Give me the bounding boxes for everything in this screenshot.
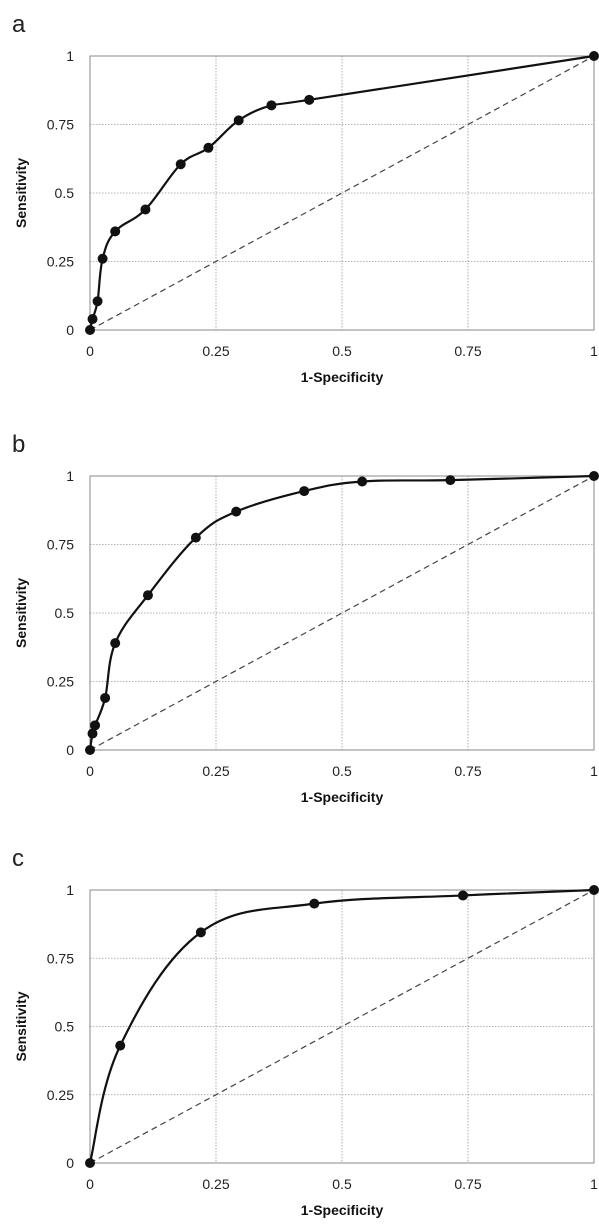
x-axis-title: 1-Specificity	[301, 369, 384, 385]
x-tick-label: 1	[590, 343, 598, 359]
roc-data-point	[97, 253, 108, 264]
roc-data-point	[233, 115, 244, 126]
y-tick-label: 0.75	[47, 950, 74, 966]
x-axis-title: 1-Specificity	[301, 1202, 384, 1218]
plot-frame	[89, 475, 595, 751]
roc-data-point	[100, 692, 111, 703]
chart-panel-a: a 0 0.25 0.5 0.75 1 0 0.25 0.5 0.75 1 1-Specificity…	[12, 11, 599, 385]
roc-data-point	[87, 314, 98, 325]
panel-label: a	[12, 11, 26, 38]
roc-data-point	[85, 745, 95, 755]
x-tick-label: 0.25	[202, 1176, 229, 1192]
roc-data-point	[195, 927, 206, 938]
x-axis-title: 1-Specificity	[301, 789, 384, 805]
y-axis-title: Sensitivity	[13, 991, 29, 1061]
roc-data-point	[142, 590, 153, 601]
roc-data-point	[266, 100, 277, 111]
reference-diagonal-line	[89, 475, 595, 751]
x-tick-label: 0.5	[332, 763, 352, 779]
roc-data-point	[457, 890, 468, 901]
y-tick-label: 0.75	[47, 117, 74, 133]
y-tick-label: 1	[66, 882, 74, 898]
roc-data-point	[357, 476, 368, 487]
chart-panel-c: c 0 0.25 0.5 0.75 1 0 0.25 0.5 0.75 1 1-Specificity…	[12, 845, 599, 1218]
roc-data-point	[140, 204, 151, 215]
roc-data-point	[85, 325, 95, 335]
roc-data-point	[589, 885, 599, 895]
x-tick-label: 0.75	[454, 1176, 481, 1192]
y-tick-label: 0.25	[47, 1087, 74, 1103]
roc-data-point	[309, 898, 320, 909]
roc-data-point	[115, 1040, 126, 1051]
roc-data-point	[175, 159, 186, 170]
roc-data-point	[445, 475, 456, 486]
roc-data-point	[589, 51, 599, 61]
roc-data-point	[304, 94, 315, 105]
x-tick-label: 0.75	[454, 343, 481, 359]
roc-data-point	[231, 506, 242, 517]
x-tick-label: 0.75	[454, 763, 481, 779]
roc-data-point	[299, 486, 310, 497]
x-tick-label: 0.25	[202, 763, 229, 779]
roc-data-point	[87, 728, 98, 739]
y-tick-label: 1	[66, 48, 74, 64]
x-tick-label: 0	[86, 343, 94, 359]
y-tick-label: 0	[66, 742, 74, 758]
y-tick-label: 0.5	[55, 605, 75, 621]
panel-label: b	[12, 431, 25, 458]
y-tick-label: 0.5	[55, 1019, 75, 1035]
y-tick-label: 0.75	[47, 537, 74, 553]
roc-data-point	[190, 532, 201, 543]
y-tick-label: 1	[66, 468, 74, 484]
roc-data-point	[203, 142, 214, 153]
roc-data-point	[85, 1158, 95, 1168]
roc-data-point	[92, 296, 103, 307]
reference-diagonal-line	[89, 55, 595, 331]
panel-label: c	[12, 845, 24, 872]
y-tick-label: 0	[66, 1155, 74, 1171]
x-tick-label: 1	[590, 1176, 598, 1192]
plot-frame	[89, 889, 595, 1164]
x-tick-label: 0	[86, 763, 94, 779]
roc-data-point	[110, 638, 121, 649]
x-tick-label: 0	[86, 1176, 94, 1192]
reference-diagonal-line	[89, 889, 595, 1164]
y-tick-label: 0.5	[55, 185, 75, 201]
roc-curve-line	[88, 888, 596, 1165]
y-tick-label: 0.25	[47, 674, 74, 690]
y-axis-title: Sensitivity	[13, 158, 29, 228]
y-tick-label: 0	[66, 322, 74, 338]
y-tick-label: 0.25	[47, 254, 74, 270]
x-tick-label: 0.5	[332, 1176, 352, 1192]
x-tick-label: 0.25	[202, 343, 229, 359]
x-tick-label: 0.5	[332, 343, 352, 359]
roc-data-point	[90, 720, 101, 731]
roc-data-point	[589, 471, 599, 481]
plot-frame	[89, 55, 595, 331]
x-tick-label: 1	[590, 763, 598, 779]
y-axis-title: Sensitivity	[13, 578, 29, 648]
roc-data-point	[110, 226, 121, 237]
chart-panel-b: b 0 0.25 0.5 0.75 1 0 0.25 0.5 0.75 1 1-Specificity…	[12, 431, 599, 805]
